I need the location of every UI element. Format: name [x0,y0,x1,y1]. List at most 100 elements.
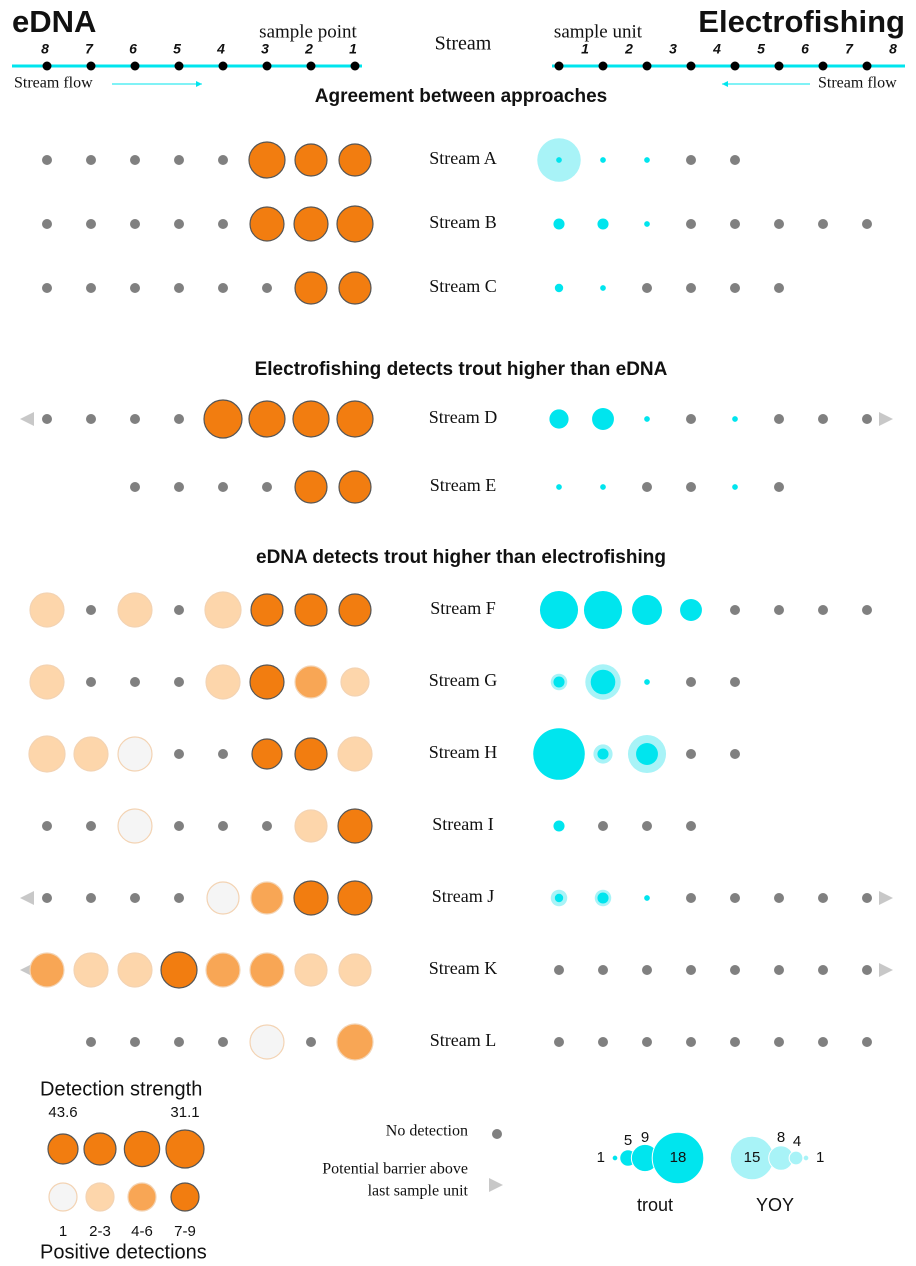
trout-count-label: 1 [597,1149,605,1166]
edna-detection [294,271,328,305]
positives-legend [170,1182,200,1212]
unit-number: 7 [845,41,854,57]
no-detection [174,219,184,229]
trout-count [597,218,609,230]
stream-name: Stream L [430,1030,496,1050]
axis-point [686,61,696,71]
axis-point [174,61,184,71]
axis-point [218,61,228,71]
electrofishing-title: Electrofishing [698,4,905,39]
no-detection [218,482,228,492]
trout-count [597,892,609,904]
edna-detection [337,808,373,844]
no-detection [686,965,696,975]
edna-detection [117,736,153,772]
no-detection [774,482,784,492]
trout-count [644,157,650,163]
no-detection [818,893,828,903]
no-detection [86,605,96,615]
strength-legend [123,1130,161,1168]
positives-label: 1 [59,1223,67,1240]
no-detection [174,677,184,687]
no-detection [174,1037,184,1047]
edna-detection [249,664,285,700]
trout-count [592,408,614,430]
trout-count [553,218,565,230]
no-detection [554,1037,564,1047]
trout-count [644,221,650,227]
axis-point [350,61,360,71]
barrier [20,891,34,905]
no-detection [862,1037,872,1047]
edna-detection [336,400,374,438]
no-detection [774,283,784,293]
positives-label: 7-9 [174,1223,196,1240]
no-detection [42,414,52,424]
flow-label: Stream flow [818,75,897,92]
axis-point [642,61,652,71]
edna-detection [117,592,153,628]
axis-point [774,61,784,71]
no-detection [218,749,228,759]
no-detection [730,749,740,759]
barrier [879,891,893,905]
no-detection [42,283,52,293]
no-detection [686,677,696,687]
no-detection [598,1037,608,1047]
edna-detection [294,470,328,504]
flow-arrow-head [722,81,728,87]
trout-count [590,669,616,695]
stream-name: Stream G [429,670,497,690]
no-detection [218,155,228,165]
edna-detection [336,205,374,243]
edna-detection [294,665,328,699]
no-detection [130,283,140,293]
unit-number: 5 [757,41,765,57]
trout-count [556,157,562,163]
stream-name: Stream C [429,276,497,296]
no-detection [218,1037,228,1047]
unit-number: 4 [712,41,721,57]
sample-point-label: sample point [259,21,357,42]
trout-count [732,416,738,422]
point-number: 4 [216,41,225,57]
section-title: Electrofishing detects trout higher than… [255,359,668,380]
no-detection [774,893,784,903]
edna-detection [29,592,65,628]
trout-count [554,283,564,293]
stream-name: Stream I [432,814,493,834]
trout-count [632,595,662,625]
no-detection [774,219,784,229]
no-detection [218,283,228,293]
no-detection [730,605,740,615]
no-detection [686,482,696,492]
flow-arrow-head [196,81,202,87]
trout-count [600,157,606,163]
axis-point [818,61,828,71]
yoy-label: YOY [756,1195,794,1215]
trout-count [553,676,565,688]
trout-count [549,409,569,429]
no-detection [774,414,784,424]
no-detection [818,1037,828,1047]
no-detection [862,219,872,229]
positives-label: 2-3 [89,1223,111,1240]
point-number: 1 [349,41,357,57]
no-detection [642,1037,652,1047]
no-detection [130,219,140,229]
axis-point [598,61,608,71]
trout-count [644,895,650,901]
no-detection [774,1037,784,1047]
sample-unit-label: sample unit [554,21,643,42]
no-detection [86,219,96,229]
edna-detection [73,952,109,988]
edna-detection [294,593,328,627]
barrier [879,412,893,426]
point-number: 5 [173,41,181,57]
section-title: eDNA detects trout higher than electrofi… [256,547,666,568]
edna-detection [294,737,328,771]
no-detection [686,749,696,759]
no-detection [818,605,828,615]
axis-point [262,61,272,71]
no-detection [86,893,96,903]
